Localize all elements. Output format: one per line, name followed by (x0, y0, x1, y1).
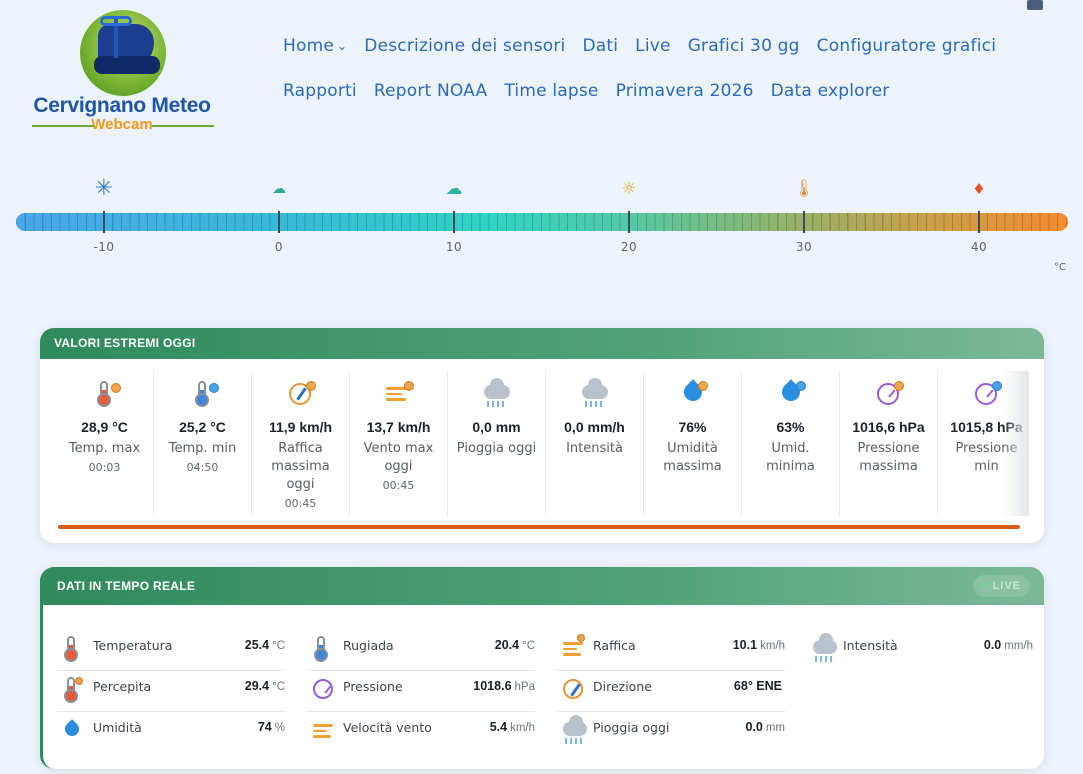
pressure-gauge-icon (311, 675, 337, 703)
realtime-row-rugiada: Rugiada 20.4 °C (307, 630, 535, 671)
scale-unit: °C (1054, 262, 1066, 273)
rain-rate-icon (811, 633, 837, 662)
extreme-temp-min: 25,2 °C Temp. min 04:50 (154, 371, 252, 516)
rain-rate-icon (546, 378, 643, 409)
nav-home[interactable]: Home ⌄ (283, 36, 348, 56)
thermometer-cold-icon (154, 379, 251, 409)
horizontal-scrollbar[interactable] (58, 525, 1020, 529)
pressure-min-icon (938, 379, 1029, 409)
logo-title: Cervignano Meteo (33, 94, 211, 117)
main-nav: Home ⌄ Descrizione dei sensori Dati Live … (283, 36, 1043, 126)
realtime-column-3: Raffica 10.1 km/h Direzione 68° ENE Piogg… (557, 630, 785, 753)
extreme-wind-max: 13,7 km/h Vento max oggi 00:45 (350, 371, 448, 516)
drizzle-icon: ☁ (272, 181, 286, 197)
nav-data-explorer[interactable]: Data explorer (770, 81, 890, 101)
realtime-row-percepita: Percepita 29.4 °C (57, 671, 285, 712)
nav-time-lapse[interactable]: Time lapse (504, 81, 599, 101)
realtime-row-umidita: Umidità 74% (57, 712, 285, 753)
extreme-temp-max: 28,9 °C Temp. max 00:03 (56, 371, 154, 516)
realtime-column-4: Intensità 0.0 mm/h (807, 630, 1033, 671)
nav-report-noaa[interactable]: Report NOAA (373, 81, 488, 101)
humidity-drop-icon (61, 716, 87, 744)
gust-compass-icon (252, 379, 349, 409)
extremes-card: VALORI ESTREMI OGGI 28,9 °C Temp. max 00… (40, 328, 1044, 543)
extreme-pressure-min: 1015,8 hPa Pressione min (938, 371, 1029, 516)
nav-primavera-2026[interactable]: Primavera 2026 (615, 81, 754, 101)
thermometer-hot-icon: 🌡 (793, 179, 815, 199)
scale-label: 10 (445, 240, 463, 254)
wind-speed-icon (311, 716, 337, 744)
realtime-row-pioggia-oggi: Pioggia oggi 0.0 mm (557, 712, 785, 753)
scale-tick (978, 211, 980, 233)
compass-icon (561, 675, 587, 703)
humidity-min-icon (742, 379, 839, 409)
realtime-column-1: Temperatura 25.4 °C Percepita 29.4 °C Umid… (57, 630, 285, 753)
scale-tick (628, 211, 630, 233)
thermometer-hot-icon (56, 379, 153, 409)
scale-tick (278, 211, 280, 233)
cloud-icon: ☁ (445, 179, 463, 199)
realtime-row-direzione: Direzione 68° ENE (557, 671, 785, 712)
humidity-max-icon (644, 379, 741, 409)
wind-icon (350, 379, 447, 409)
realtime-column-2: Rugiada 20.4 °C Pressione 1018.6 hPa Veloc… (307, 630, 535, 753)
rain-cloud-icon (561, 715, 587, 744)
scale-tick (803, 211, 805, 233)
scale-label: -10 (93, 240, 115, 254)
temperature-scale: ✳ ☁ ☁ ☼ 🌡 ♦ -10 0 10 20 30 40 (16, 178, 1068, 278)
scale-label: 20 (620, 240, 638, 254)
extreme-pressure-max: 1016,6 hPa Pressione massima (840, 371, 938, 516)
live-badge: LIVE (972, 575, 1030, 597)
sun-icon: ☼ (621, 179, 637, 199)
weather-station-logo-icon (80, 10, 166, 96)
account-avatar-icon[interactable] (1027, 0, 1043, 10)
realtime-title: DATI IN TEMPO REALE LIVE (43, 567, 1044, 605)
scale-tick (103, 211, 105, 233)
chevron-down-icon: ⌄ (337, 39, 348, 53)
dewpoint-icon (311, 634, 337, 662)
nav-grafici-30gg[interactable]: Grafici 30 gg (687, 36, 800, 56)
temperature-gradient-bar (16, 213, 1068, 231)
extreme-humidity-min: 63% Umid. minima (742, 371, 840, 516)
realtime-card: DATI IN TEMPO REALE LIVE Temperatura 25.… (40, 567, 1044, 769)
realtime-row-temperatura: Temperatura 25.4 °C (57, 630, 285, 671)
feels-like-icon (61, 675, 87, 703)
extreme-rain-today: 0,0 mm Pioggia oggi (448, 371, 546, 516)
scale-label: 40 (970, 240, 988, 254)
realtime-row-pressione: Pressione 1018.6 hPa (307, 671, 535, 712)
nav-live[interactable]: Live (635, 36, 671, 56)
nav-descrizione-sensori[interactable]: Descrizione dei sensori (364, 36, 566, 56)
gust-icon (561, 634, 587, 662)
extreme-gust-max: 11,9 km/h Raffica massima oggi 00:45 (252, 371, 350, 516)
heat-drop-icon: ♦ (972, 180, 986, 198)
realtime-row-velocita-vento: Velocità vento 5.4 km/h (307, 712, 535, 753)
extreme-rain-rate: 0,0 mm/h Intensità (546, 371, 644, 516)
thermometer-icon (61, 634, 87, 662)
realtime-row-raffica: Raffica 10.1 km/h (557, 630, 785, 671)
extremes-scroller[interactable]: 28,9 °C Temp. max 00:03 25,2 °C Temp. mi… (56, 371, 1029, 516)
extremes-title: VALORI ESTREMI OGGI (40, 328, 1044, 359)
extreme-humidity-max: 76% Umidità massima (644, 371, 742, 516)
scale-tick (453, 211, 455, 233)
logo-subtitle: Webcam (22, 116, 222, 133)
rain-cloud-icon (448, 378, 545, 409)
realtime-row-intensita: Intensità 0.0 mm/h (807, 630, 1033, 671)
pressure-max-icon (840, 379, 937, 409)
scale-label: 30 (795, 240, 813, 254)
scale-label: 0 (274, 240, 284, 254)
nav-configuratore-grafici[interactable]: Configuratore grafici (816, 36, 997, 56)
nav-dati[interactable]: Dati (582, 36, 619, 56)
nav-row-2: Rapporti Report NOAA Time lapse Primaver… (283, 81, 1043, 126)
live-dot-icon (981, 582, 988, 588)
nav-row-1: Home ⌄ Descrizione dei sensori Dati Live … (283, 36, 1043, 81)
site-logo[interactable]: Cervignano Meteo Webcam (22, 8, 222, 134)
nav-rapporti[interactable]: Rapporti (283, 81, 357, 101)
snowflake-icon: ✳ (94, 176, 114, 201)
